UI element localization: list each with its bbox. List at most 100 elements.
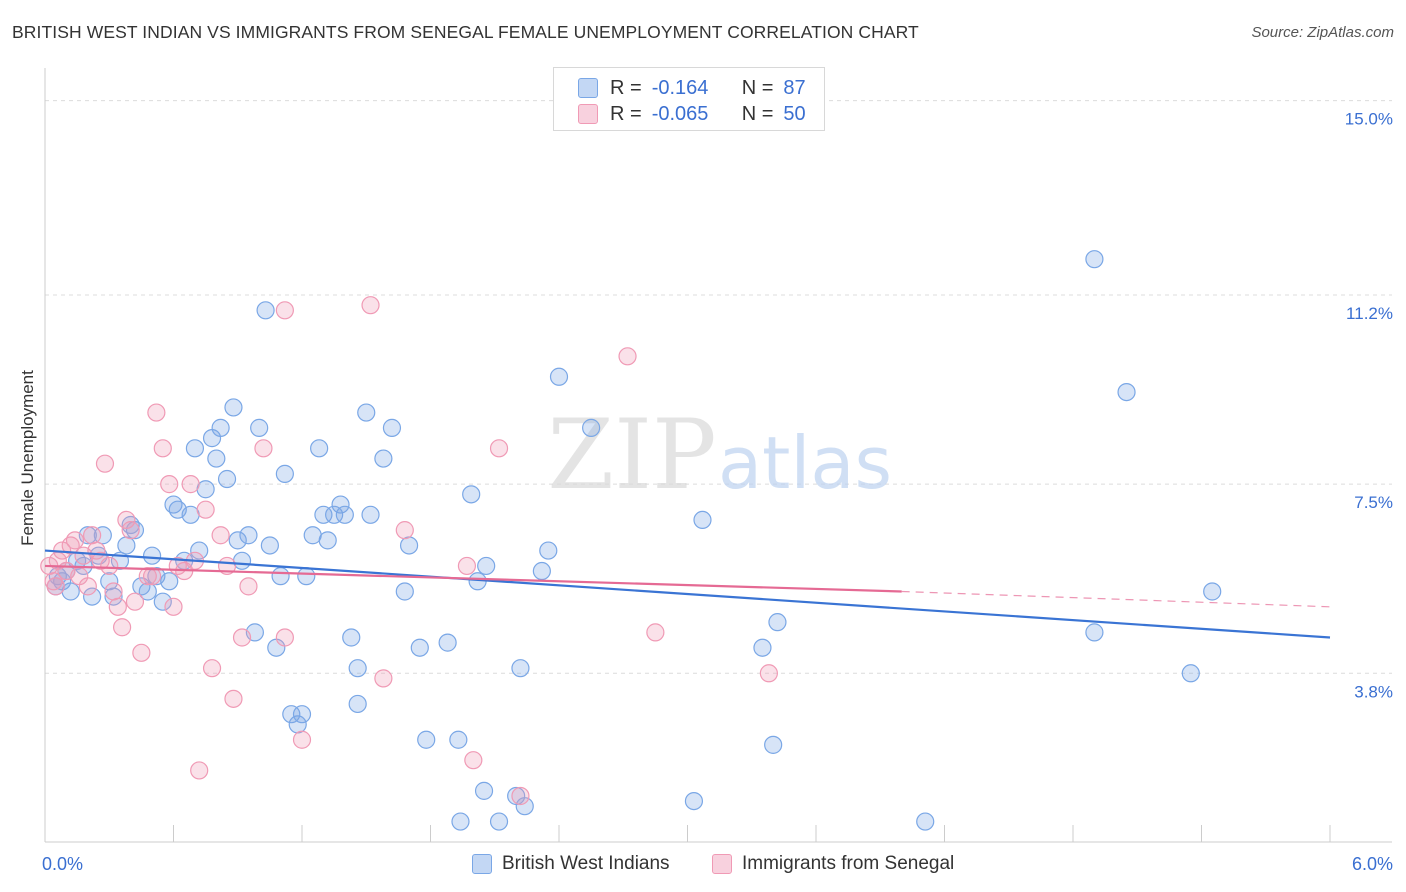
point-british-west-indians — [539, 541, 558, 560]
point-immigrants-from-senegal — [275, 301, 294, 320]
point-british-west-indians — [462, 485, 481, 504]
point-immigrants-from-senegal — [46, 577, 65, 596]
point-british-west-indians — [515, 797, 534, 816]
point-immigrants-from-senegal — [618, 347, 637, 366]
point-immigrants-from-senegal — [395, 521, 414, 540]
point-british-west-indians — [348, 659, 367, 678]
point-british-west-indians — [297, 567, 316, 586]
point-immigrants-from-senegal — [275, 628, 294, 647]
point-immigrants-from-senegal — [489, 439, 509, 458]
point-immigrants-from-senegal — [83, 526, 102, 545]
point-british-west-indians — [417, 730, 436, 749]
point-british-west-indians — [314, 505, 333, 524]
point-immigrants-from-senegal — [202, 659, 222, 678]
point-british-west-indians — [357, 403, 376, 422]
point-british-west-indians — [228, 531, 247, 550]
point-immigrants-from-senegal — [464, 751, 483, 770]
point-immigrants-from-senegal — [112, 618, 132, 637]
legend-n-value: 50 — [783, 102, 806, 125]
point-british-west-indians — [549, 367, 569, 386]
point-british-west-indians — [449, 730, 468, 749]
axes — [44, 68, 1392, 843]
point-british-west-indians — [211, 418, 230, 437]
point-british-west-indians — [1181, 664, 1200, 683]
legend-r-label: R = — [610, 76, 642, 99]
legend-row-immigrants-from-senegal: R = -0.065 N = 50 — [578, 102, 806, 126]
correlation-legend: R = -0.164 N = 87 R = -0.065 N = 50 — [553, 67, 825, 131]
bottom-legend-label: British West Indians — [502, 853, 670, 874]
point-immigrants-from-senegal — [164, 597, 183, 616]
point-british-west-indians — [582, 418, 601, 437]
y-tick-label: 11.2% — [1346, 304, 1393, 323]
y-tick-label: 3.8% — [1354, 682, 1393, 701]
chart-title: BRITISH WEST INDIAN VS IMMIGRANTS FROM S… — [12, 22, 919, 42]
point-british-west-indians — [753, 638, 772, 657]
point-british-west-indians — [395, 582, 414, 601]
point-british-west-indians — [160, 572, 179, 591]
point-british-west-indians — [399, 536, 419, 555]
point-british-west-indians — [684, 791, 704, 811]
point-british-west-indians — [916, 812, 935, 831]
y-tick-label: 7.5% — [1354, 493, 1393, 512]
point-british-west-indians — [693, 510, 712, 530]
point-british-west-indians — [83, 587, 102, 606]
point-immigrants-from-senegal — [211, 526, 230, 545]
point-british-west-indians — [348, 694, 367, 714]
legend-swatch-pink — [578, 104, 598, 124]
point-british-west-indians — [190, 541, 209, 560]
point-immigrants-from-senegal — [759, 664, 778, 683]
point-british-west-indians — [256, 301, 275, 320]
point-british-west-indians — [768, 613, 787, 632]
bottom-legend-swatch-pink — [712, 854, 732, 874]
legend-r-value: -0.065 — [651, 102, 709, 125]
point-british-west-indians — [1085, 250, 1104, 269]
watermark: ZIP atlas — [547, 399, 892, 511]
point-immigrants-from-senegal — [138, 567, 157, 586]
point-british-west-indians — [489, 812, 509, 831]
x-tick-label-start: 0.0% — [42, 854, 83, 874]
point-immigrants-from-senegal — [147, 403, 166, 422]
point-immigrants-from-senegal — [224, 689, 243, 708]
point-british-west-indians — [224, 398, 243, 417]
point-british-west-indians — [117, 536, 136, 555]
point-british-west-indians — [318, 531, 337, 550]
point-british-west-indians — [1117, 382, 1136, 402]
point-immigrants-from-senegal — [361, 296, 380, 315]
point-immigrants-from-senegal — [190, 761, 209, 780]
point-british-west-indians — [374, 449, 393, 468]
point-british-west-indians — [271, 567, 290, 586]
point-immigrants-from-senegal — [457, 556, 477, 576]
point-british-west-indians — [511, 659, 530, 678]
point-british-west-indians — [310, 439, 329, 458]
tick-labels: 3.8% 7.5% 11.2% 15.0% 0.0% 6.0% — [42, 110, 1393, 874]
x-tick-label-end: 6.0% — [1352, 854, 1393, 874]
data-points — [40, 250, 1222, 831]
point-british-west-indians — [410, 638, 429, 657]
point-british-west-indians — [292, 705, 312, 724]
point-immigrants-from-senegal — [254, 439, 273, 458]
point-immigrants-from-senegal — [181, 475, 200, 494]
point-british-west-indians — [250, 418, 269, 437]
point-british-west-indians — [104, 587, 123, 606]
point-british-west-indians — [239, 526, 258, 545]
point-immigrants-from-senegal — [153, 439, 172, 458]
point-british-west-indians — [325, 505, 344, 524]
point-british-west-indians — [532, 561, 551, 581]
point-british-west-indians — [185, 439, 205, 458]
legend-r-label: R = — [610, 102, 642, 125]
point-british-west-indians — [1085, 623, 1104, 642]
point-british-west-indians — [260, 536, 279, 555]
point-immigrants-from-senegal — [78, 577, 97, 596]
point-immigrants-from-senegal — [100, 556, 119, 576]
point-immigrants-from-senegal — [374, 669, 393, 688]
point-british-west-indians — [438, 633, 457, 652]
point-immigrants-from-senegal — [239, 577, 258, 596]
watermark-zip: ZIP — [547, 399, 716, 511]
legend-r-value: -0.164 — [651, 76, 709, 99]
y-tick-label: 15.0% — [1345, 110, 1393, 129]
point-immigrants-from-senegal — [117, 510, 136, 530]
bottom-legend-swatch-blue — [472, 854, 492, 874]
source-label: Source: ZipAtlas.com — [1251, 24, 1394, 41]
point-immigrants-from-senegal — [511, 786, 530, 806]
point-immigrants-from-senegal — [646, 623, 665, 642]
